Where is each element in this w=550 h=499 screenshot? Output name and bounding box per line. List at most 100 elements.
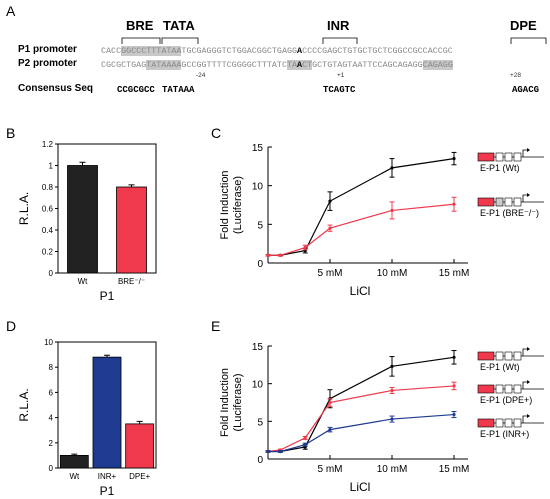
y-tick-label: 0.2 xyxy=(42,248,54,257)
panel-b-letter: B xyxy=(6,125,16,141)
y-tick-label: 10 xyxy=(44,338,53,347)
bar-1 xyxy=(116,186,147,274)
y-tick-label: 1 xyxy=(49,162,54,171)
data-point xyxy=(452,157,456,161)
y-axis-label-units: (Luciferase) xyxy=(232,373,244,431)
y-tick-label: 0 xyxy=(49,269,54,278)
bre-bracket xyxy=(121,37,161,44)
pos-plus1: +1 xyxy=(337,72,345,79)
enhancer-box xyxy=(477,351,495,361)
y-tick-label: 15 xyxy=(252,342,264,353)
data-point xyxy=(452,202,456,206)
panel-a-letter: A xyxy=(6,3,16,19)
x-category-label: INR+ xyxy=(98,472,117,481)
consensus-bre: CCGCGCC xyxy=(117,85,155,95)
y-tick-label: 5 xyxy=(257,220,263,231)
consensus-label: Consensus Seq xyxy=(18,83,94,94)
panel-d-letter: D xyxy=(6,318,17,334)
y-axis-label: Fold Induction xyxy=(219,368,231,437)
element-box xyxy=(513,384,522,394)
x-tick-label: 5 mM xyxy=(318,464,343,475)
x-axis-label: LiCl xyxy=(350,284,371,298)
data-point xyxy=(328,400,332,405)
element-box xyxy=(513,152,522,162)
y-tick-label: 0 xyxy=(257,259,263,270)
element-box xyxy=(513,197,522,207)
legend-label: E-P1 (INR+) xyxy=(480,429,529,439)
chart-e-fold-induction: 0 5 10 15 5 mM 10 mM 15 mM LiCl Fold Induction (L… xyxy=(219,342,544,494)
y-tick-label: 0.6 xyxy=(42,205,54,214)
data-point xyxy=(266,449,270,454)
series-line-1 xyxy=(267,385,455,453)
enhancer-box xyxy=(477,152,495,162)
enhancer-box xyxy=(477,418,495,428)
x-tick-label: 5 mM xyxy=(318,268,343,279)
chart-b-relative-luciferase: 0 0.2 0.4 0.6 0.8 1 1.2 Wt BRE⁻/⁻P1 R.L.A. xyxy=(17,140,157,300)
y-tick-label: 1.2 xyxy=(42,140,54,149)
pos-plus28: +28 xyxy=(510,72,522,79)
y-axis-label: R.L.A. xyxy=(17,388,31,421)
chart-c-fold-induction: 0 5 10 15 5 mM 10 mM 15 mM LiCl Fold Induction (L… xyxy=(219,143,544,298)
data-point xyxy=(328,226,332,230)
tss-arrow-head xyxy=(527,148,530,152)
element-brackets xyxy=(121,37,547,44)
element-box xyxy=(504,197,513,207)
element-box xyxy=(495,384,504,394)
data-point xyxy=(452,412,456,417)
y-axis-label: R.L.A. xyxy=(17,192,31,225)
element-box xyxy=(495,418,504,428)
p2-sequence: CGCGCTGAGTATAAAAGCCGGTTTTCGGGGCTTTATCTAA… xyxy=(101,60,453,70)
data-point xyxy=(328,428,332,432)
element-box xyxy=(495,351,504,361)
bre-label: BRE xyxy=(126,18,154,33)
x-tick-label: 10 mM xyxy=(377,268,408,279)
series-line-2 xyxy=(268,413,455,453)
consensus-tata: TATAAA xyxy=(162,85,195,95)
x-category-label: Wt xyxy=(78,277,89,286)
y-tick-label: 0 xyxy=(257,455,263,466)
y-tick-label: 0 xyxy=(49,464,54,473)
bar-1 xyxy=(92,356,122,469)
p1-sequence: CACCGGCCCTTTATAATGCGAGGGTCTGGACGGCTGAGGA… xyxy=(101,46,453,56)
enhancer-box xyxy=(477,384,495,394)
dpe-bracket xyxy=(510,37,547,44)
data-point xyxy=(303,443,307,447)
inr-label: INR xyxy=(327,18,350,33)
tss-arrow xyxy=(522,149,528,157)
y-tick-label: 15 xyxy=(252,143,264,154)
data-point xyxy=(266,253,270,257)
y-axis-label-units: (Luciferase) xyxy=(232,176,244,234)
tss-arrow xyxy=(522,194,528,202)
data-point xyxy=(452,355,456,359)
enhancer-box xyxy=(477,197,495,207)
p2-promoter-label: P2 promoter xyxy=(18,58,77,69)
x-tick-label: 10 mM xyxy=(377,464,408,475)
series-line-1 xyxy=(268,203,455,256)
tss-arrow xyxy=(522,348,528,356)
tss-arrow-head xyxy=(527,193,530,197)
legend-label: E-P1 (Wt) xyxy=(480,163,520,173)
p1-promoter-label: P1 promoter xyxy=(18,44,77,55)
tss-arrow-head xyxy=(527,347,530,351)
element-box xyxy=(513,351,522,361)
x-tick-label: 15 mM xyxy=(439,268,470,279)
y-tick-label: 8 xyxy=(49,363,54,372)
data-point xyxy=(328,199,332,203)
x-tick-label: 15 mM xyxy=(439,464,470,475)
panel-e-letter: E xyxy=(211,318,221,334)
data-point xyxy=(452,384,456,388)
y-tick-label: 5 xyxy=(257,417,263,428)
y-tick-label: 6 xyxy=(49,388,54,397)
x-axis-group-label: P1 xyxy=(100,484,115,498)
data-point xyxy=(390,388,394,393)
element-box xyxy=(504,152,513,162)
data-point xyxy=(390,364,394,368)
bar-2 xyxy=(125,423,155,469)
series-line-0 xyxy=(268,356,455,453)
x-axis-group-label: P1 xyxy=(100,289,115,300)
x-category-label: BRE⁻/⁻ xyxy=(118,277,145,286)
consensus-inr: TCAGTC xyxy=(323,85,356,95)
y-tick-label: 10 xyxy=(252,182,264,193)
chart-d-relative-luciferase: 0 2 4 6 8 10 Wt INR+ DPE+ P1 R.L.A. xyxy=(17,338,157,498)
tss-arrow xyxy=(522,381,528,389)
